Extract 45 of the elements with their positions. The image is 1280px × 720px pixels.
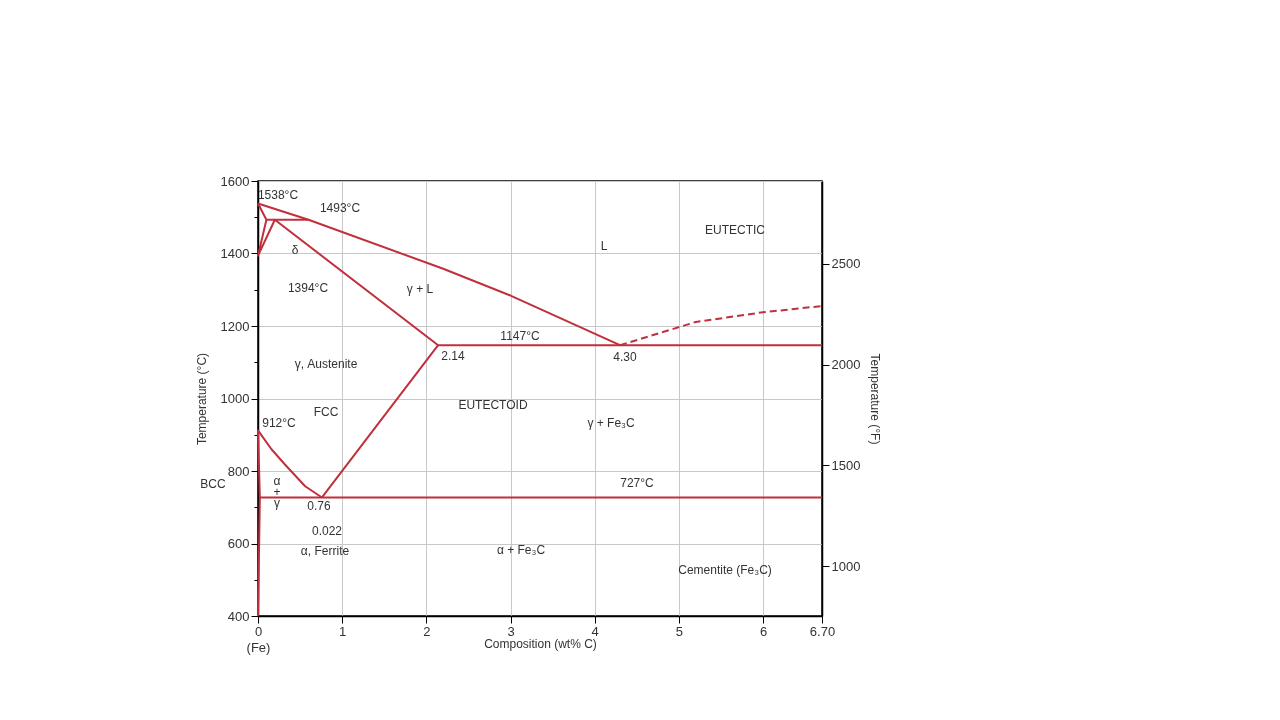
annotation: 912°C <box>262 416 297 430</box>
x-tick-label: 5 <box>675 623 684 639</box>
y2-tick-label: 2500 <box>831 256 861 272</box>
annotation: Cementite (Fe₃C) <box>678 563 772 577</box>
y-tick-label: 1400 <box>220 246 250 261</box>
x-axis-title: Composition (wt% C) <box>484 636 597 651</box>
y-tick-label: 1600 <box>220 173 250 189</box>
annotation: α, Ferrite <box>300 544 350 558</box>
annotation: 1493°C <box>319 201 361 215</box>
x-tick-label: 6 <box>759 623 768 639</box>
annotation: α + γ <box>273 474 281 510</box>
annotation: 727°C <box>620 476 655 490</box>
y-axis-title: Temperature (°C) <box>194 352 209 446</box>
annotation: FCC <box>313 405 339 419</box>
annotation: 0.76 <box>307 499 331 513</box>
y2-tick-label: 1000 <box>831 558 861 574</box>
y-tick-label: 1000 <box>220 391 250 406</box>
annotation: γ + L <box>406 282 434 296</box>
annotation: γ + Fe₃C <box>587 416 635 430</box>
x-tick-label: 0 (Fe) <box>246 623 271 655</box>
y2-axis-title: Temperature (°F) <box>868 353 883 445</box>
annotation: α + Fe₃C <box>496 543 546 557</box>
annotation: 1394°C <box>287 281 329 295</box>
y-tick-label: 800 <box>227 463 250 479</box>
y-tick-label: 400 <box>227 608 250 624</box>
annotation: 0.022 <box>311 524 343 538</box>
annotation: 4.30 <box>613 350 637 364</box>
annotation: δ <box>291 243 299 257</box>
y-tick-label: 600 <box>227 536 250 551</box>
x-tick-label: 6.70 <box>809 623 836 639</box>
annotation: L <box>600 239 608 253</box>
y2-tick-label: 1500 <box>831 457 861 473</box>
annotation: EUTECTIC <box>705 223 766 237</box>
annotation: 2.14 <box>441 349 465 363</box>
annotation: 1538°C <box>257 188 299 202</box>
annotation: 1147°C <box>500 329 540 343</box>
x-tick-label: 2 <box>423 623 431 639</box>
x-tick-label: 1 <box>339 623 347 639</box>
x-tick-label: 4 <box>591 623 599 639</box>
annotation: γ, Austenite <box>294 357 358 371</box>
text: BCC <box>200 477 226 491</box>
annotation: EUTECTOID <box>458 398 528 412</box>
x-tick-label: 3 <box>507 623 515 639</box>
y2-tick-label: 2000 <box>831 357 861 373</box>
y-tick-label: 1200 <box>220 318 250 334</box>
